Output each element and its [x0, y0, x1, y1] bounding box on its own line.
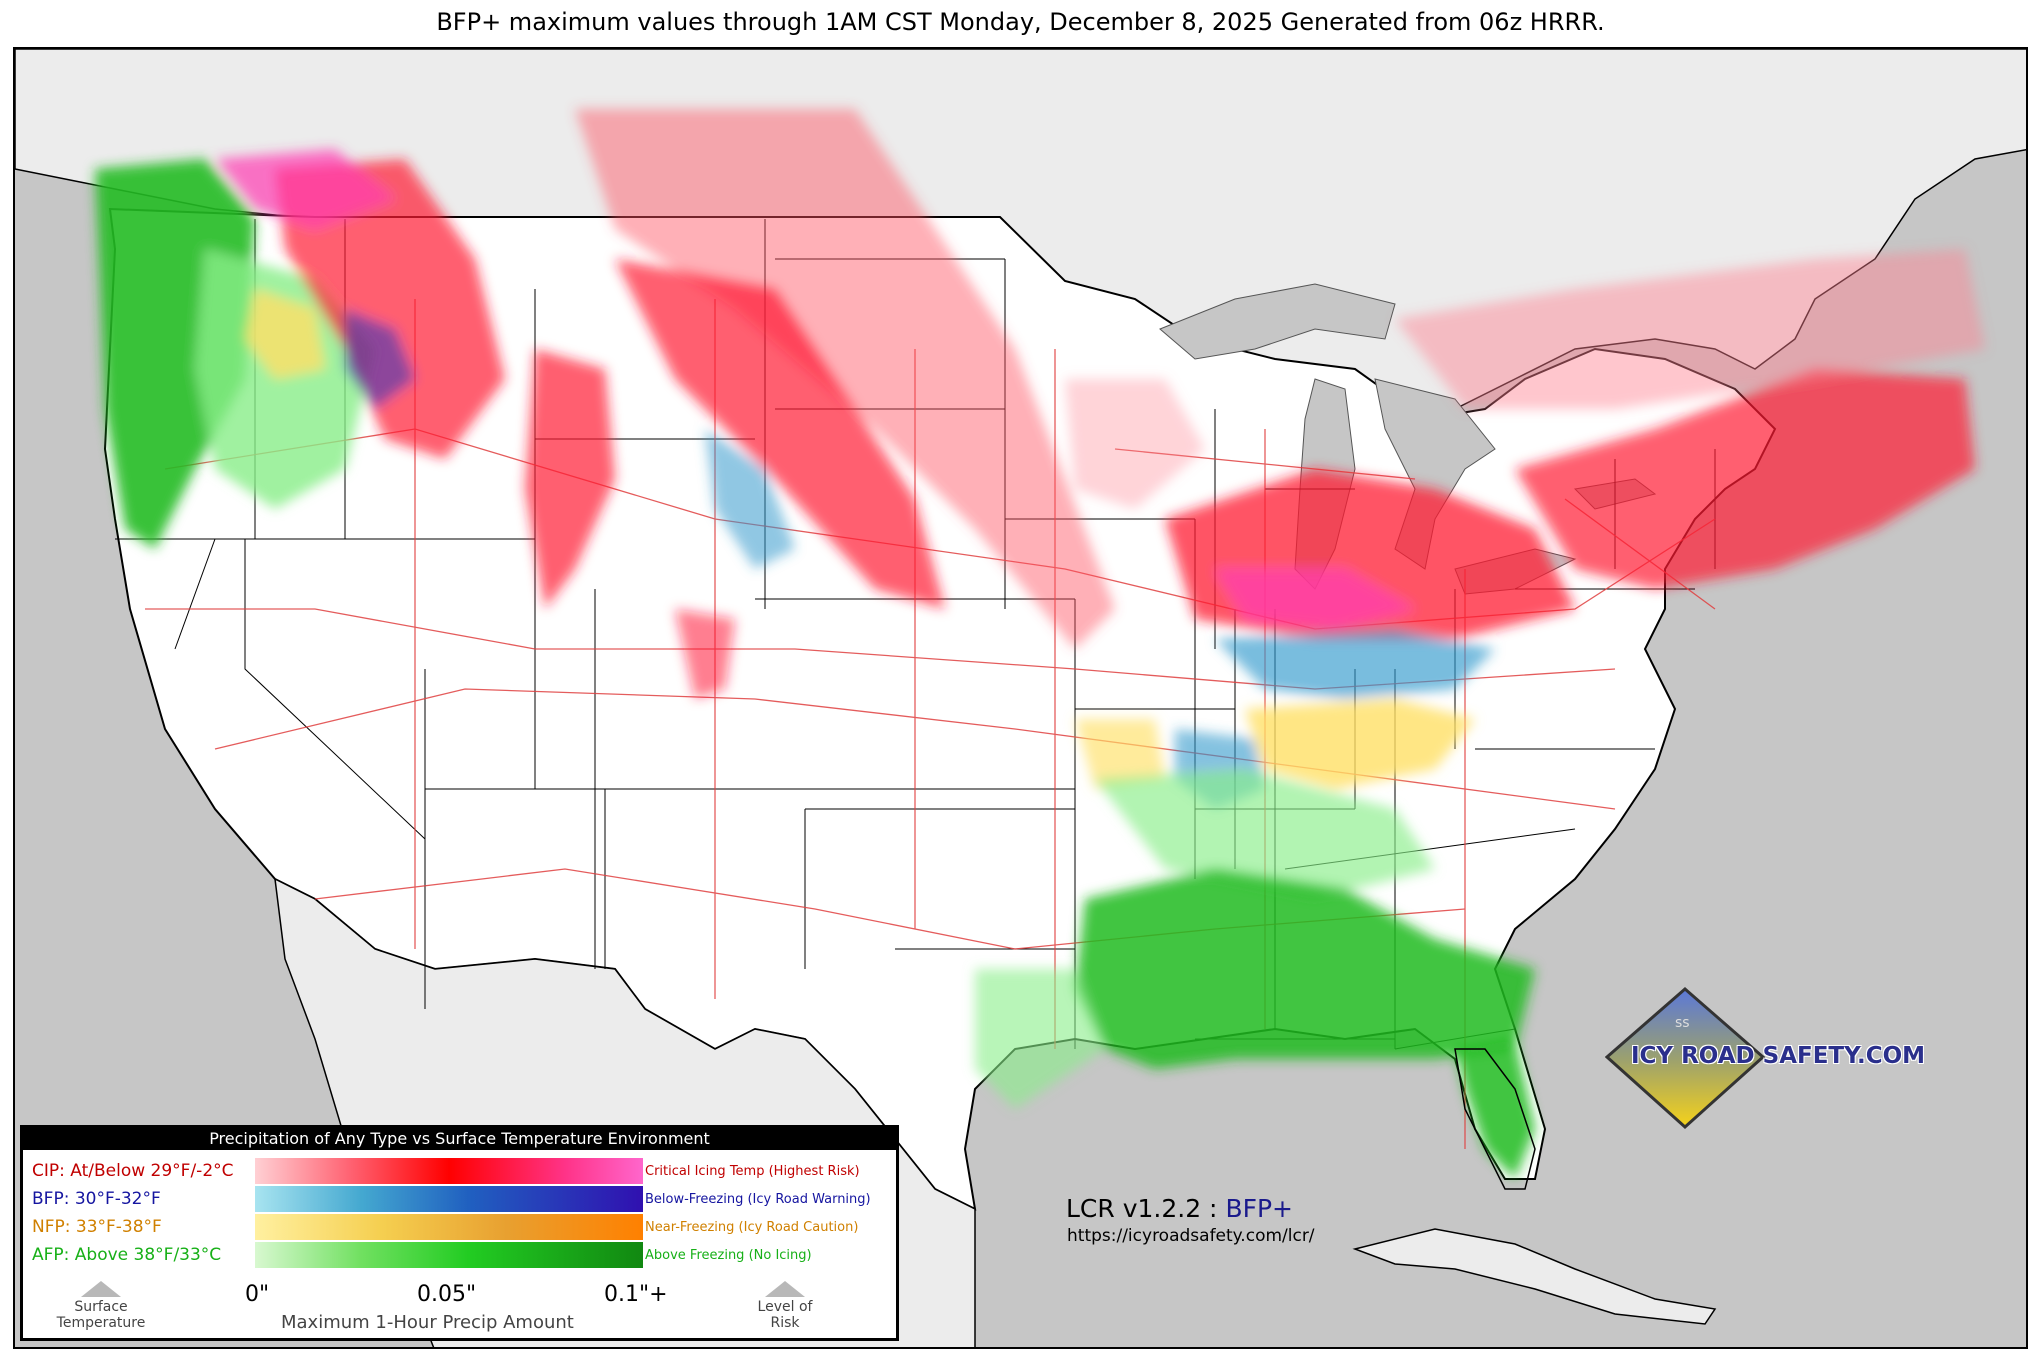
legend-desc-nfp: Near-Freezing (Icy Road Caution)	[645, 1220, 859, 1235]
legend-desc-afp: Above Freezing (No Icing)	[645, 1248, 812, 1263]
bfp-field-ohio-valley	[1215, 629, 1495, 699]
legend-bar-afp	[255, 1242, 643, 1268]
legend-label-afp: AFP: Above 38°F/33°C	[32, 1245, 222, 1265]
legend-right-label: Level of Risk	[757, 1299, 813, 1331]
cip-field-rockies	[275, 159, 505, 459]
product-version: LCR v1.2.2 :	[1066, 1194, 1218, 1223]
legend-row-cip: CIP: At/Below 29°F/-2°C Critical Icing T…	[23, 1158, 893, 1185]
legend-x-label: Maximum 1-Hour Precip Amount	[281, 1312, 574, 1333]
legend-surface-temp: Surface Temperature	[51, 1281, 151, 1331]
legend-row-nfp: NFP: 33°F-38°F Near-Freezing (Icy Road C…	[23, 1214, 893, 1241]
logo-text: ICY ROAD SAFETY.COM	[1631, 1043, 1926, 1069]
legend-risk-level: Level of Risk	[743, 1281, 827, 1331]
afp-field-southeast	[1075, 869, 1535, 1069]
diamond-icon: ss	[1604, 987, 1766, 1130]
nfp-field-ohio-valley	[1245, 699, 1475, 789]
legend-row-bfp: BFP: 30°F-32°F Below-Freezing (Icy Road …	[23, 1186, 893, 1213]
triangle-icon	[81, 1281, 121, 1297]
legend-desc-bfp: Below-Freezing (Icy Road Warning)	[645, 1192, 871, 1207]
legend-row-afp: AFP: Above 38°F/33°C Above Freezing (No …	[23, 1242, 893, 1269]
svg-text:ss: ss	[1675, 1015, 1690, 1031]
legend-heading: Precipitation of Any Type vs Surface Tem…	[23, 1128, 896, 1150]
triangle-icon	[765, 1281, 805, 1297]
legend-label-cip: CIP: At/Below 29°F/-2°C	[32, 1161, 234, 1181]
land-cuba	[1352, 1228, 1717, 1325]
florida-outline	[1454, 1048, 1536, 1190]
icyroadsafety-logo: ss ICY ROAD SAFETY.COM	[1604, 987, 1925, 1132]
cip-field-plains	[575, 109, 1115, 649]
legend-bar-cip	[255, 1158, 643, 1184]
product-url[interactable]: https://icyroadsafety.com/lcr/	[1067, 1226, 1315, 1246]
legend-label-bfp: BFP: 30°F-32°F	[32, 1189, 161, 1209]
precip-fields	[95, 109, 1985, 1179]
product-label: LCR v1.2.2 : BFP+	[1066, 1194, 1293, 1223]
legend-tick-0: 0"	[245, 1282, 270, 1307]
legend-bar-bfp	[255, 1186, 643, 1212]
legend-panel: Precipitation of Any Type vs Surface Tem…	[20, 1125, 899, 1341]
legend-desc-cip: Critical Icing Temp (Highest Risk)	[645, 1164, 860, 1179]
legend-bar-nfp	[255, 1214, 643, 1240]
map-title: BFP+ maximum values through 1AM CST Mond…	[436, 8, 1605, 36]
legend-tick-1: 0.05"	[417, 1282, 477, 1307]
product-name: BFP+	[1225, 1194, 1293, 1223]
legend-tick-2: 0.1"+	[604, 1282, 668, 1307]
legend-label-nfp: NFP: 33°F-38°F	[32, 1217, 162, 1237]
legend-left-label: Surface Temperature	[56, 1299, 146, 1331]
